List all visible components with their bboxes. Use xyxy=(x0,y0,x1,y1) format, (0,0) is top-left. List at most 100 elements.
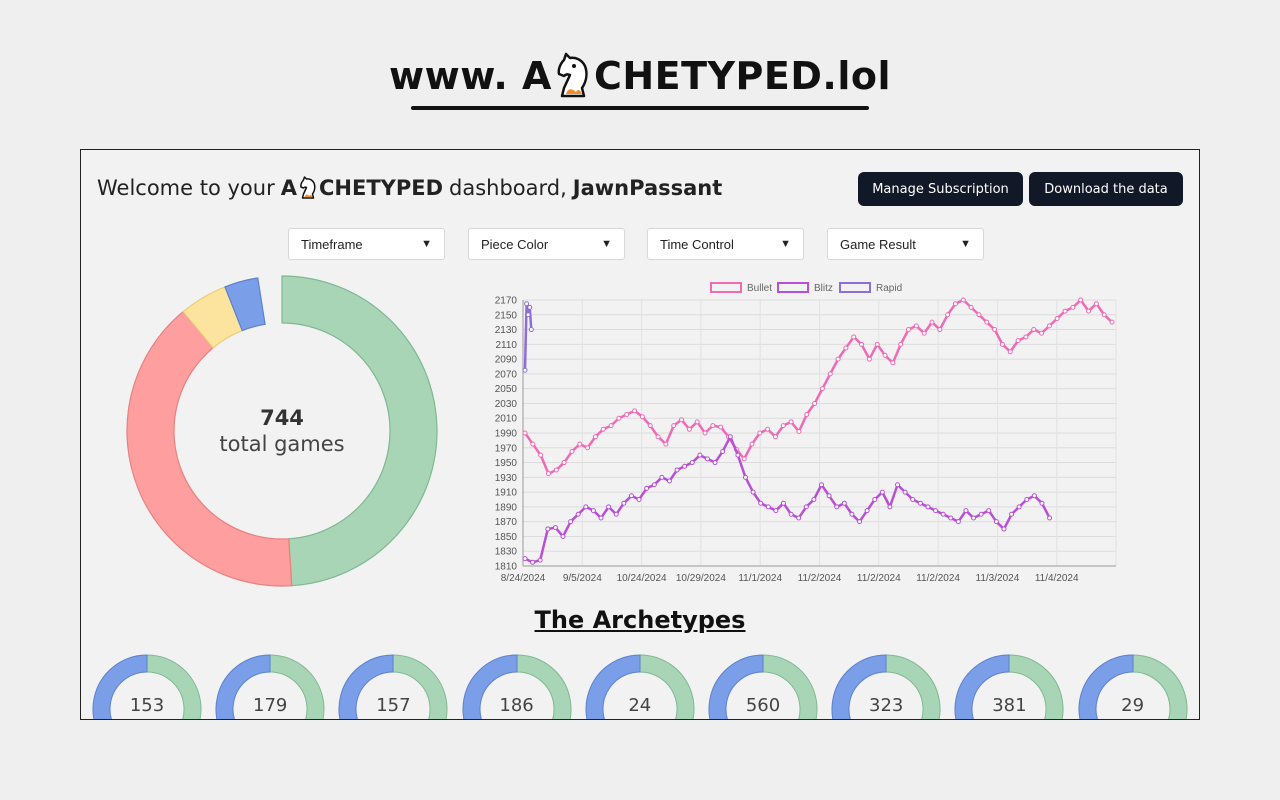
data-point[interactable] xyxy=(545,526,551,532)
archetype-donut[interactable] xyxy=(92,654,202,720)
data-point[interactable] xyxy=(879,489,885,495)
data-point[interactable] xyxy=(616,415,622,421)
data-point[interactable] xyxy=(1039,500,1045,506)
series-line-bullet[interactable] xyxy=(523,298,1113,475)
data-point[interactable] xyxy=(575,511,581,517)
archetype-slice-other[interactable] xyxy=(831,654,887,720)
data-point[interactable] xyxy=(929,319,935,325)
data-point[interactable] xyxy=(545,471,551,477)
data-point[interactable] xyxy=(749,441,755,447)
data-point[interactable] xyxy=(866,356,872,362)
donut-slice-loss[interactable] xyxy=(126,310,293,587)
data-point[interactable] xyxy=(819,386,825,392)
data-point[interactable] xyxy=(686,426,692,432)
legend-label[interactable]: Blitz xyxy=(814,283,833,294)
data-point[interactable] xyxy=(978,511,984,517)
data-point[interactable] xyxy=(1086,308,1092,314)
data-point[interactable] xyxy=(522,430,528,436)
data-point[interactable] xyxy=(864,508,870,514)
data-point[interactable] xyxy=(835,356,841,362)
archetype-slice-win[interactable] xyxy=(639,654,695,720)
data-point[interactable] xyxy=(1016,504,1022,510)
data-point[interactable] xyxy=(528,327,534,333)
data-point[interactable] xyxy=(788,511,794,517)
data-point[interactable] xyxy=(639,414,645,420)
data-point[interactable] xyxy=(651,482,657,488)
data-point[interactable] xyxy=(803,504,809,510)
data-point[interactable] xyxy=(788,419,794,425)
data-point[interactable] xyxy=(750,489,756,495)
archetype-donut[interactable] xyxy=(462,654,572,720)
data-point[interactable] xyxy=(718,424,724,430)
archetype-slice-win[interactable] xyxy=(269,654,325,720)
archetype-slice-win[interactable] xyxy=(1008,654,1064,720)
data-point[interactable] xyxy=(561,460,567,466)
data-point[interactable] xyxy=(765,426,771,432)
data-point[interactable] xyxy=(628,493,634,499)
data-point[interactable] xyxy=(940,511,946,517)
data-point[interactable] xyxy=(742,474,748,480)
data-point[interactable] xyxy=(937,327,943,333)
data-point[interactable] xyxy=(968,304,974,310)
data-point[interactable] xyxy=(1046,323,1052,329)
donut-slice-other[interactable] xyxy=(224,277,266,332)
data-point[interactable] xyxy=(606,504,612,510)
manage-subscription-button[interactable]: Manage Subscription xyxy=(858,172,1023,206)
archetype-slice-other[interactable] xyxy=(338,654,394,720)
archetype-slice-other[interactable] xyxy=(954,654,1010,720)
data-point[interactable] xyxy=(796,429,802,435)
data-point[interactable] xyxy=(577,441,583,447)
data-point[interactable] xyxy=(590,508,596,514)
data-point[interactable] xyxy=(827,371,833,377)
data-point[interactable] xyxy=(621,500,627,506)
data-point[interactable] xyxy=(682,463,688,469)
data-point[interactable] xyxy=(834,504,840,510)
data-point[interactable] xyxy=(993,519,999,525)
data-point[interactable] xyxy=(952,301,958,307)
series-line-blitz[interactable] xyxy=(524,435,1051,564)
data-point[interactable] xyxy=(882,352,888,358)
archetype-slice-other[interactable] xyxy=(585,654,641,720)
data-point[interactable] xyxy=(1024,497,1030,502)
data-point[interactable] xyxy=(537,557,543,563)
data-point[interactable] xyxy=(913,323,919,329)
data-point[interactable] xyxy=(780,500,786,506)
data-point[interactable] xyxy=(632,408,638,414)
archetype-slice-win[interactable] xyxy=(392,654,448,720)
data-point[interactable] xyxy=(772,434,778,440)
data-point[interactable] xyxy=(553,467,559,473)
archetype-slice-other[interactable] xyxy=(92,654,148,720)
data-point[interactable] xyxy=(971,515,977,521)
timeframe-select[interactable]: Timeframe ▼ xyxy=(288,228,445,260)
data-point[interactable] xyxy=(527,304,533,310)
game-result-select[interactable]: Game Result ▼ xyxy=(827,228,984,260)
data-point[interactable] xyxy=(1039,330,1045,336)
data-point[interactable] xyxy=(925,504,931,510)
data-point[interactable] xyxy=(598,515,604,521)
archetype-donut[interactable] xyxy=(954,654,1064,720)
archetype-slice-win[interactable] xyxy=(1132,654,1188,720)
data-point[interactable] xyxy=(689,460,695,466)
data-point[interactable] xyxy=(663,441,669,447)
data-point[interactable] xyxy=(804,412,810,418)
data-point[interactable] xyxy=(887,504,893,510)
data-point[interactable] xyxy=(538,452,544,458)
download-data-button[interactable]: Download the data xyxy=(1029,172,1183,206)
data-point[interactable] xyxy=(1007,349,1013,355)
donut-slice-win[interactable] xyxy=(281,275,438,587)
data-point[interactable] xyxy=(1009,511,1015,517)
data-point[interactable] xyxy=(522,556,528,562)
data-point[interactable] xyxy=(710,423,716,429)
archetype-slice-win[interactable] xyxy=(885,654,941,720)
data-point[interactable] xyxy=(851,334,857,340)
data-point[interactable] xyxy=(960,297,966,303)
data-point[interactable] xyxy=(679,417,685,423)
data-point[interactable] xyxy=(811,497,817,502)
data-point[interactable] xyxy=(525,312,531,318)
data-point[interactable] xyxy=(720,448,726,454)
legend-swatch-rapid[interactable] xyxy=(839,282,871,293)
data-point[interactable] xyxy=(1031,493,1037,499)
data-point[interactable] xyxy=(986,508,992,514)
data-point[interactable] xyxy=(741,456,747,462)
data-point[interactable] xyxy=(992,327,998,333)
